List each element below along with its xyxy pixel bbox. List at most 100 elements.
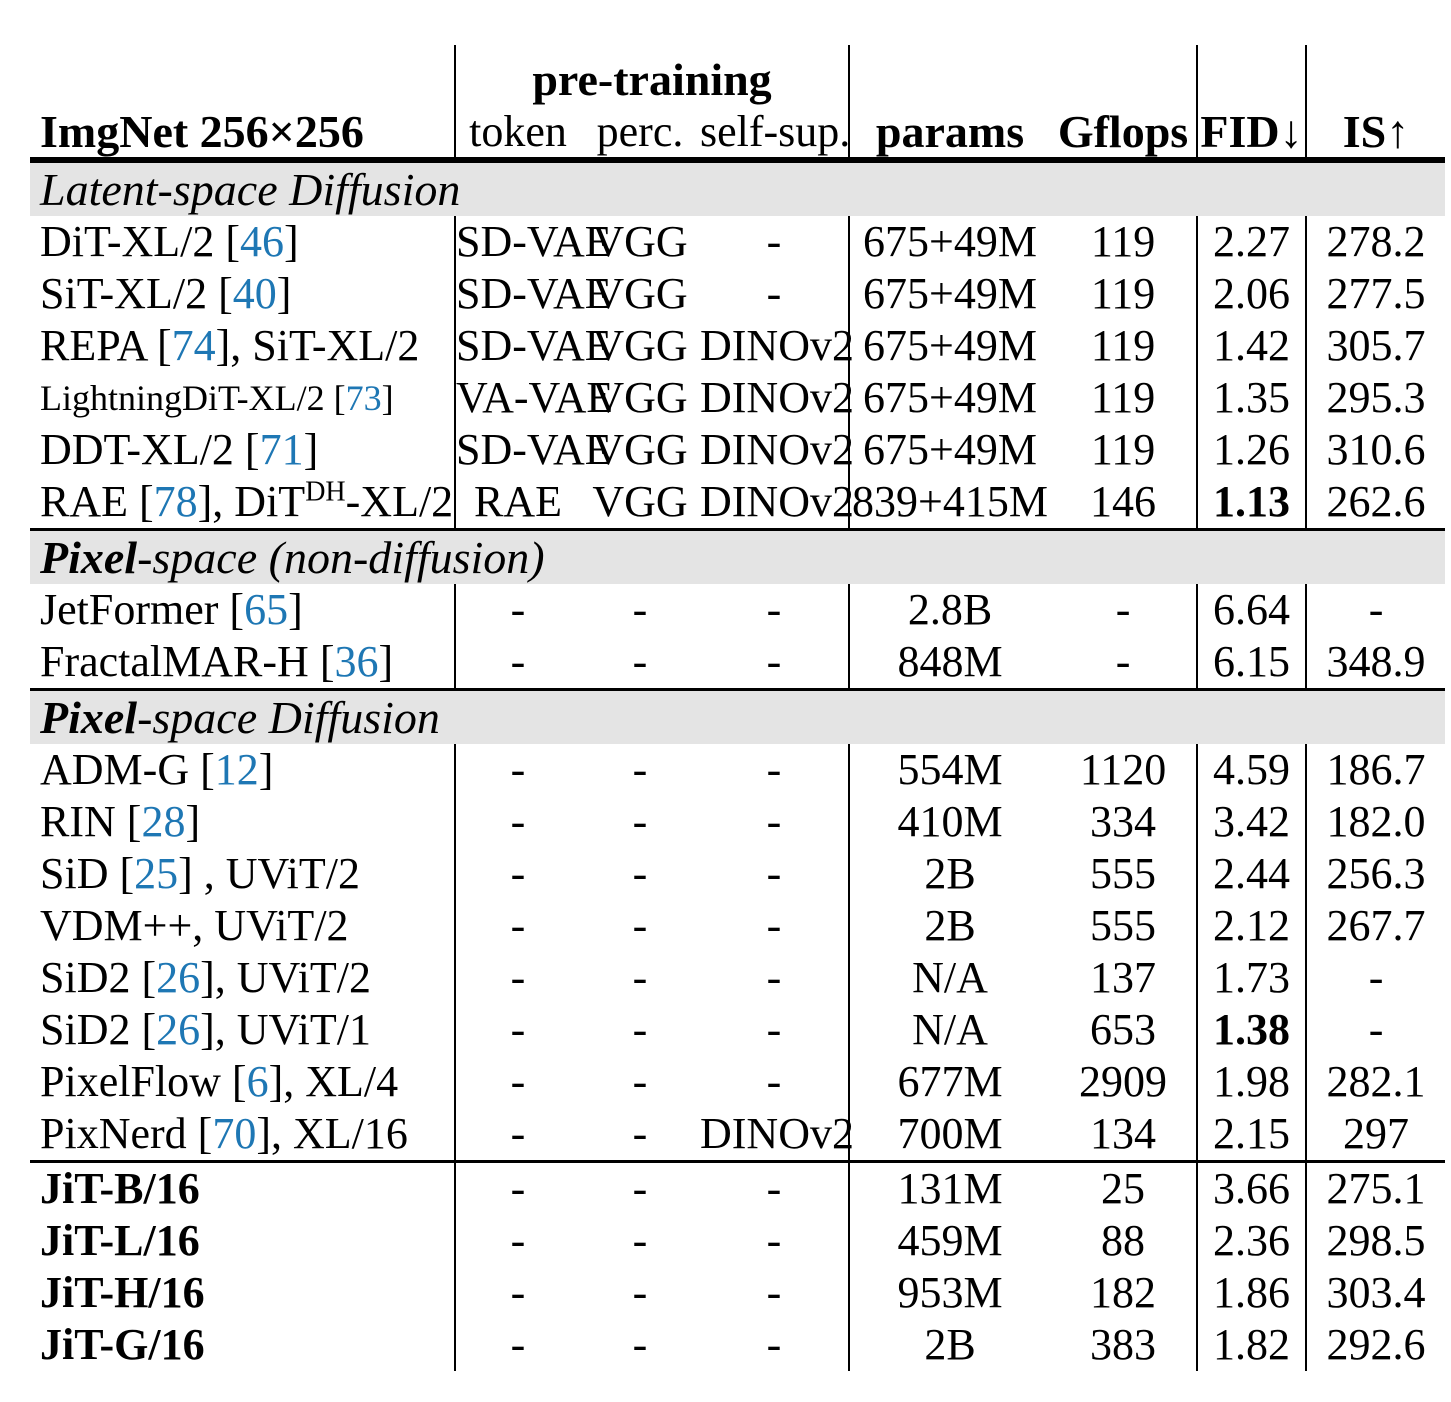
model-name: DiT-XL/2 [46]	[30, 216, 455, 268]
table-row: SiT-XL/2 [40] SD-VAE VGG -675+49M 119 2.06 277…	[30, 268, 1446, 320]
model-name-text: ]	[378, 637, 394, 686]
cell-token: -	[454, 584, 580, 636]
cell-fid: 2.06	[1196, 268, 1307, 320]
cell-token: -	[454, 1004, 580, 1056]
cell-is: 282.1	[1305, 1056, 1446, 1108]
cell-selfsup: -	[766, 269, 782, 318]
citation-link[interactable]: 73	[345, 378, 382, 418]
citation-link[interactable]: 71	[259, 425, 304, 474]
header-group-row: pre-training	[30, 45, 1446, 107]
cell-selfsup: DINOv2	[700, 1109, 854, 1158]
model-name: JetFormer [65]	[30, 584, 455, 636]
cell-selfsup: -	[766, 797, 782, 846]
model-name-text: ], UViT/1	[200, 1005, 372, 1054]
cell-selfsup: -	[766, 1005, 782, 1054]
cell-fid: 2.12	[1196, 900, 1307, 952]
citation-link[interactable]: 12	[214, 745, 259, 794]
cell-fid: 1.35	[1196, 372, 1307, 424]
cell-gflops: 119	[1090, 269, 1156, 318]
cell-perc: VGG	[592, 425, 688, 474]
cell-fid: 2.36	[1196, 1215, 1307, 1267]
citation-link[interactable]: 28	[141, 797, 186, 846]
model-name-text: FractalMAR-H [	[40, 637, 335, 686]
cell-gflops: 119	[1090, 217, 1156, 266]
cell-perc: -	[632, 1057, 648, 1106]
table-row: JiT-H/16 - - - 953M 182 1.86 303.4	[30, 1267, 1446, 1319]
citation-link[interactable]: 70	[212, 1109, 257, 1158]
model-name-text: ]	[303, 425, 319, 474]
citation-link[interactable]: 40	[232, 269, 277, 318]
cell-params: 410M	[848, 796, 1051, 848]
cell-token: -	[454, 796, 580, 848]
cell-selfsup: -	[766, 585, 782, 634]
model-name: JiT-H/16	[30, 1267, 455, 1319]
cell-gflops: 383	[1090, 1320, 1157, 1369]
model-name-text: ]	[185, 797, 201, 846]
cell-gflops: -	[1115, 637, 1131, 686]
cell-gflops: 146	[1090, 477, 1157, 526]
corner-spacer	[30, 45, 455, 107]
table-row: DDT-XL/2 [71] SD-VAE VGG DINOv2 675+49M 119 1.…	[30, 424, 1446, 476]
model-name: JiT-G/16	[30, 1319, 455, 1371]
section-band-label: Latent-space Diffusion	[30, 160, 1446, 216]
table-row: RIN [28] - - -410M 334 3.42 182.0	[30, 796, 1446, 848]
section-band-text: Pixel	[40, 531, 138, 583]
cell-gflops: 137	[1090, 953, 1157, 1002]
cell-perc: -	[632, 637, 648, 686]
model-name-text: PixNerd [	[40, 1109, 213, 1158]
cell-gflops: 88	[1101, 1216, 1146, 1265]
cell-params: N/A	[848, 952, 1051, 1004]
cell-is: 298.5	[1305, 1215, 1446, 1267]
cell-perc: -	[632, 585, 648, 634]
model-name-text: JetFormer [	[40, 585, 245, 634]
citation-link[interactable]: 26	[156, 953, 201, 1002]
citation-link[interactable]: 6	[246, 1057, 269, 1106]
table-row: JiT-L/16 - - - 459M 88 2.36 298.5	[30, 1215, 1446, 1267]
section-band-row: Pixel-space Diffusion	[30, 688, 1446, 744]
model-name-text: LightningDiT-XL/2 [	[40, 378, 346, 418]
cell-token: -	[454, 744, 580, 796]
citation-link[interactable]: 65	[244, 585, 289, 634]
citation-link[interactable]: 26	[156, 1005, 201, 1054]
cell-selfsup: -	[766, 1320, 782, 1369]
cell-perc: -	[632, 1005, 648, 1054]
citation-link[interactable]: 46	[240, 217, 285, 266]
model-name: SiD2 [26], UViT/1	[30, 1004, 455, 1056]
model-name: PixelFlow [6], XL/4	[30, 1056, 455, 1108]
cell-gflops: 555	[1090, 849, 1157, 898]
model-name-text: VDM++, UViT/2	[40, 901, 349, 950]
cell-gflops: 25	[1050, 1160, 1198, 1215]
params-gflops-spacer	[848, 45, 1198, 107]
cell-perc: -	[632, 745, 648, 794]
cell-params: 700M	[848, 1108, 1051, 1162]
model-name-text: SiD2 [	[40, 1005, 157, 1054]
citation-link[interactable]: 25	[134, 849, 179, 898]
citation-link[interactable]: 36	[334, 637, 379, 686]
table-row: PixelFlow [6], XL/4- - -677M 2909 1.98 282.1	[30, 1056, 1446, 1108]
cell-fid: 2.44	[1196, 848, 1307, 900]
cell-perc: -	[632, 901, 648, 950]
table-row: SiD2 [26], UViT/2- - - N/A 137 1.73-	[30, 952, 1446, 1004]
citation-link[interactable]: 74	[171, 321, 216, 370]
cell-is: 277.5	[1305, 268, 1446, 320]
cell-params: N/A	[848, 1004, 1051, 1056]
cell-token: VA-VAE	[454, 372, 614, 424]
cell-fid: 4.59	[1196, 744, 1307, 796]
table-row: REPA [74], SiT-XL/2 SD-VAE VGG DINOv2 675+49…	[30, 320, 1446, 372]
cell-token: SD-VAE	[454, 216, 612, 268]
cell-selfsup: -	[766, 1057, 782, 1106]
cell-params: 554M	[848, 744, 1051, 796]
model-name-text: ], DiT	[197, 477, 306, 526]
citation-link[interactable]: 78	[153, 477, 198, 526]
model-name: REPA [74], SiT-XL/2	[30, 320, 455, 372]
cell-selfsup: -	[766, 217, 782, 266]
model-name-text: DDT-XL/2 [	[40, 425, 260, 474]
cell-is: 186.7	[1305, 744, 1446, 796]
cell-perc: -	[632, 1216, 648, 1265]
model-name: JiT-B/16	[30, 1160, 455, 1215]
cell-token: -	[454, 900, 580, 952]
model-name-text: ] , UViT/2	[178, 849, 361, 898]
model-name-text: ], XL/16	[256, 1109, 408, 1158]
model-name-text: ], UViT/2	[200, 953, 372, 1002]
